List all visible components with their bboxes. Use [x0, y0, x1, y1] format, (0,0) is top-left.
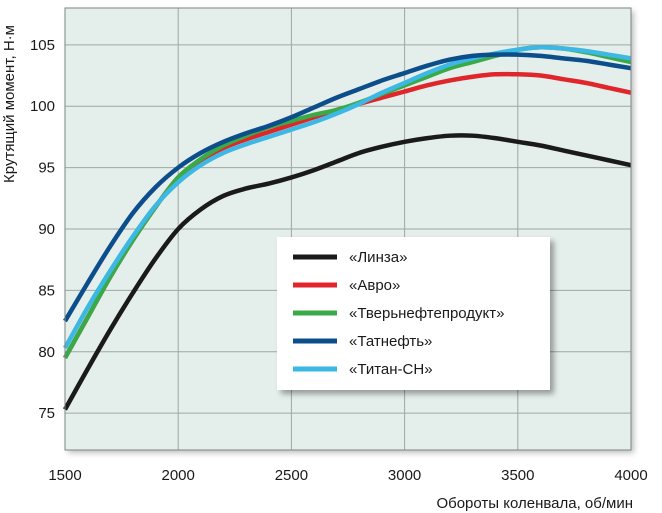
- y-tick-label: 90: [38, 221, 55, 238]
- y-tick-label: 105: [30, 37, 55, 54]
- y-axis-label: Крутящий момент, Н·м: [1, 25, 18, 183]
- x-tick-label: 2500: [275, 467, 308, 484]
- legend: «Линза» «Авро» «Тверьнефтепродукт» «Татнефт…: [277, 237, 550, 390]
- series-lines: [63, 44, 632, 411]
- y-tick-label: 80: [38, 344, 55, 361]
- x-tick-label: 2000: [162, 467, 195, 484]
- legend-label: «Титан-СН»: [349, 361, 433, 378]
- x-tick-label: 3000: [388, 467, 421, 484]
- y-tick-label: 75: [38, 405, 55, 422]
- legend-label: «Авро»: [349, 277, 400, 294]
- series-line-3: [63, 52, 632, 323]
- y-tick-label: 95: [38, 160, 55, 177]
- y-tick-label: 85: [38, 282, 55, 299]
- legend-label: «Татнефть»: [349, 333, 432, 350]
- x-tick-label: 4000: [614, 467, 647, 484]
- x-axis-label: Обороты коленвала, об/мин: [436, 495, 633, 512]
- series-line-0: [63, 133, 632, 411]
- series-line-4: [63, 45, 632, 350]
- x-tick-label: 3500: [501, 467, 534, 484]
- legend-label: «Линза»: [349, 249, 407, 266]
- y-tick-label: 100: [30, 98, 55, 115]
- legend-label: «Тверьнефтепродукт»: [349, 305, 505, 322]
- x-tick-labels: 1500 2000 2500 3000 3500 4000: [48, 467, 647, 484]
- x-tick-label: 1500: [48, 467, 81, 484]
- y-tick-labels: 75 80 85 90 95 100 105: [30, 37, 55, 422]
- plot-frame: [64, 7, 632, 451]
